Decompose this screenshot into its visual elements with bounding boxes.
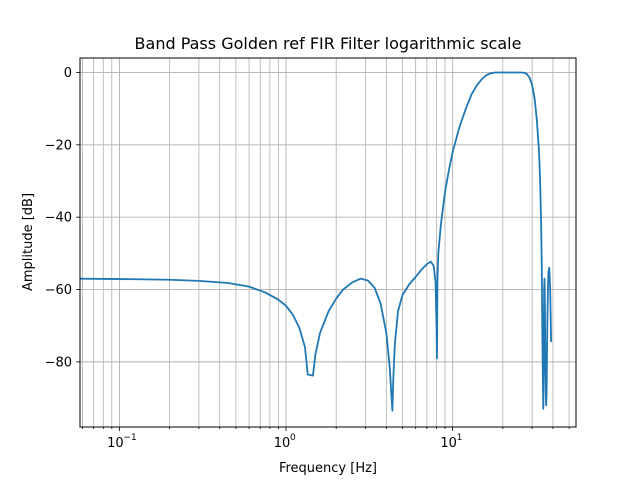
y-tick-label: 0: [64, 66, 72, 81]
y-axis-label: Amplitude [dB]: [21, 193, 36, 291]
y-tick-label: −40: [45, 211, 72, 226]
y-tick-label: −20: [45, 138, 72, 153]
x-axis: 10 −1 10 0 10 1: [82, 427, 570, 451]
plot-area: [79, 71, 553, 412]
x-tick-label: 10: [440, 436, 457, 451]
y-tick-label: −60: [45, 283, 72, 298]
axes-frame: [79, 57, 577, 428]
x-tick-label: 10: [107, 436, 124, 451]
series-line: [79, 71, 553, 412]
x-axis-label: Frequency [Hz]: [279, 461, 377, 476]
x-tick-exponent: 0: [290, 433, 296, 443]
y-axis: 0 −20 −40 −60 −80: [45, 66, 80, 370]
y-tick-label: −80: [45, 355, 72, 370]
x-tick-label: 10: [274, 436, 291, 451]
grid: [80, 58, 576, 427]
x-tick-exponent: −1: [123, 433, 136, 443]
x-tick-exponent: 1: [457, 433, 463, 443]
chart-title: Band Pass Golden ref FIR Filter logarith…: [135, 34, 522, 53]
